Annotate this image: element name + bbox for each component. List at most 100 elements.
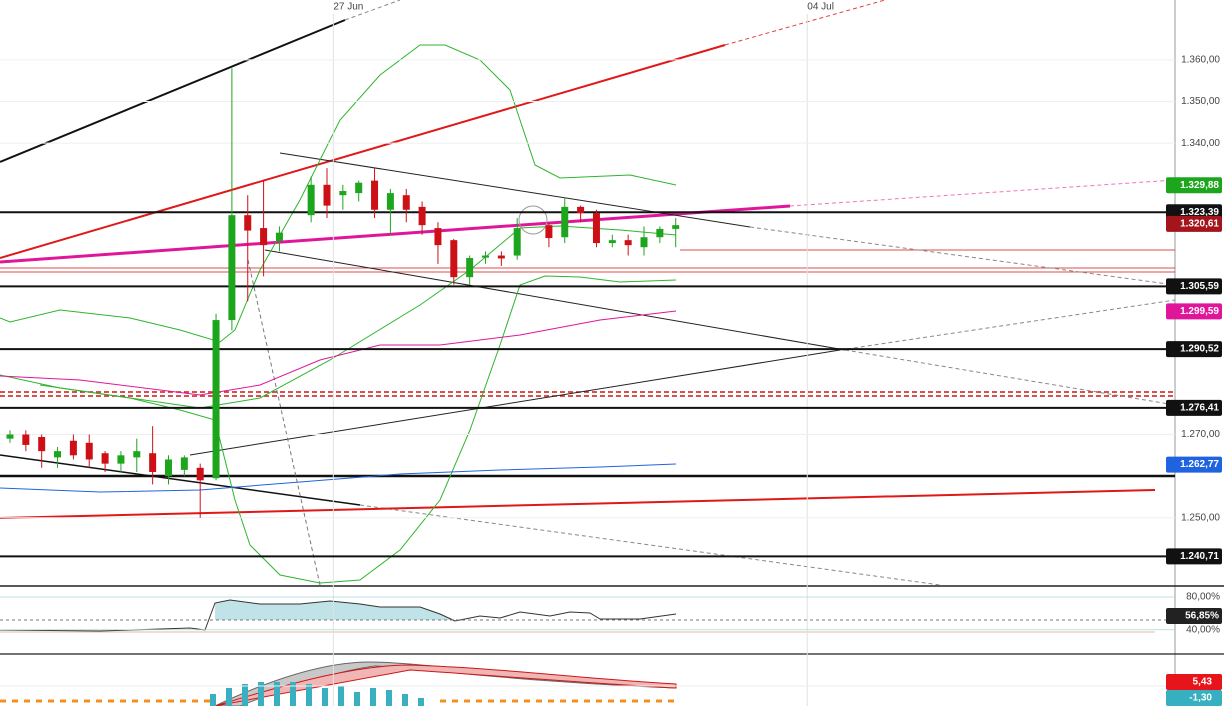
candle-body [54, 451, 62, 458]
candle-body [85, 442, 93, 460]
channel-line [264, 249, 846, 351]
price-tag [1166, 399, 1222, 416]
histogram-bar [242, 684, 248, 706]
candle-body [672, 225, 680, 229]
price-tag [1166, 341, 1222, 358]
candle-body [228, 215, 236, 321]
candle-body [482, 255, 490, 258]
candle-body [196, 467, 204, 481]
histogram-bar [354, 692, 360, 706]
candle-body [339, 191, 347, 196]
highlight-circle [518, 205, 548, 235]
histogram-bar [290, 682, 296, 706]
candle-body [69, 440, 77, 456]
histogram-bar [322, 688, 328, 706]
candle-body [355, 182, 363, 194]
price-tag-label: 1.323,39 [1180, 207, 1219, 218]
candle-body [244, 215, 252, 231]
price-tag-label: 1.305,59 [1180, 281, 1219, 292]
rsi-tag-label: 56,85% [1185, 611, 1219, 622]
price-tag [1166, 278, 1222, 295]
price-tag [1166, 303, 1222, 320]
candle-body [323, 184, 331, 206]
histogram-bar [370, 688, 376, 706]
moving-average [0, 463, 677, 493]
trend-line [0, 454, 361, 506]
histogram-bar [210, 694, 216, 706]
candle-body [624, 240, 632, 246]
histogram-bar [338, 686, 344, 706]
price-tag-label: 1.240,71 [1180, 551, 1219, 562]
histogram-bar [402, 694, 408, 706]
candle-body [260, 228, 268, 246]
trend-line [189, 349, 841, 456]
price-tag [1166, 456, 1222, 473]
histogram-bar [386, 690, 392, 706]
price-tag [1166, 548, 1222, 565]
y-tick-label: 1.360,00 [1181, 55, 1220, 66]
rsi-tick-label: 80,00% [1186, 592, 1220, 603]
histogram-bar [418, 698, 424, 706]
price-tag-label: 1.262,77 [1180, 459, 1219, 470]
candle-body [307, 184, 315, 216]
candle-body [149, 453, 157, 472]
trend-extension [789, 179, 1176, 207]
trend-line [0, 489, 1156, 519]
candle-body [497, 255, 505, 259]
candle-body [164, 459, 172, 477]
candle-body [22, 434, 30, 445]
trend-extension [344, 0, 401, 21]
y-tick-label: 1.250,00 [1181, 512, 1220, 523]
trend-line [0, 204, 791, 264]
x-tick-label: 04 Jul [807, 2, 834, 13]
histogram-bar [306, 684, 312, 706]
candle-body [133, 451, 141, 458]
candle-body [434, 228, 442, 246]
price-tag-label: 1.290,52 [1180, 344, 1219, 355]
price-tag-label: 1.329,88 [1180, 180, 1219, 191]
candle-body [577, 206, 585, 214]
candle-body [38, 437, 46, 452]
price-tag [1166, 215, 1222, 232]
channel-extension [749, 226, 1176, 286]
candle-body [275, 232, 283, 241]
trend-line [0, 19, 346, 163]
candle-body [513, 228, 521, 256]
histogram-bar [274, 682, 280, 706]
candle-body [592, 213, 600, 244]
candle-body [608, 240, 616, 244]
candle-body [212, 320, 220, 479]
macd-histogram [210, 682, 424, 706]
rsi-line [0, 599, 677, 632]
y-tick-label: 1.350,00 [1181, 96, 1220, 107]
price-tag-label: 1.299,59 [1180, 306, 1219, 317]
histogram-bar [258, 682, 264, 706]
candle-body [180, 457, 188, 470]
projection [247, 259, 321, 586]
histogram-bar [226, 688, 232, 706]
bollinger-middle [39, 225, 677, 409]
y-tick-label: 1.340,00 [1181, 138, 1220, 149]
x-tick-label: 27 Jun [333, 2, 363, 13]
candle-body [402, 195, 410, 210]
price-tag-label: 1.276,41 [1180, 402, 1219, 413]
macd-tag-label: -1,30 [1189, 693, 1212, 704]
bollinger-lower [0, 275, 677, 584]
channel-line [279, 152, 751, 228]
trend-extension [839, 299, 1176, 351]
price-tag [1166, 177, 1222, 194]
trend-extension [359, 504, 941, 586]
macd-tag [1166, 690, 1222, 706]
candle-body [450, 240, 458, 278]
candle-body [418, 206, 426, 226]
y-tick-label: 1.270,00 [1181, 429, 1220, 440]
rsi-tag [1166, 607, 1222, 624]
candle-body [656, 228, 664, 238]
candle-body [466, 258, 474, 278]
candle-body [371, 180, 379, 210]
macd-tag-label: 5,43 [1193, 677, 1213, 688]
candle-body [640, 237, 648, 248]
